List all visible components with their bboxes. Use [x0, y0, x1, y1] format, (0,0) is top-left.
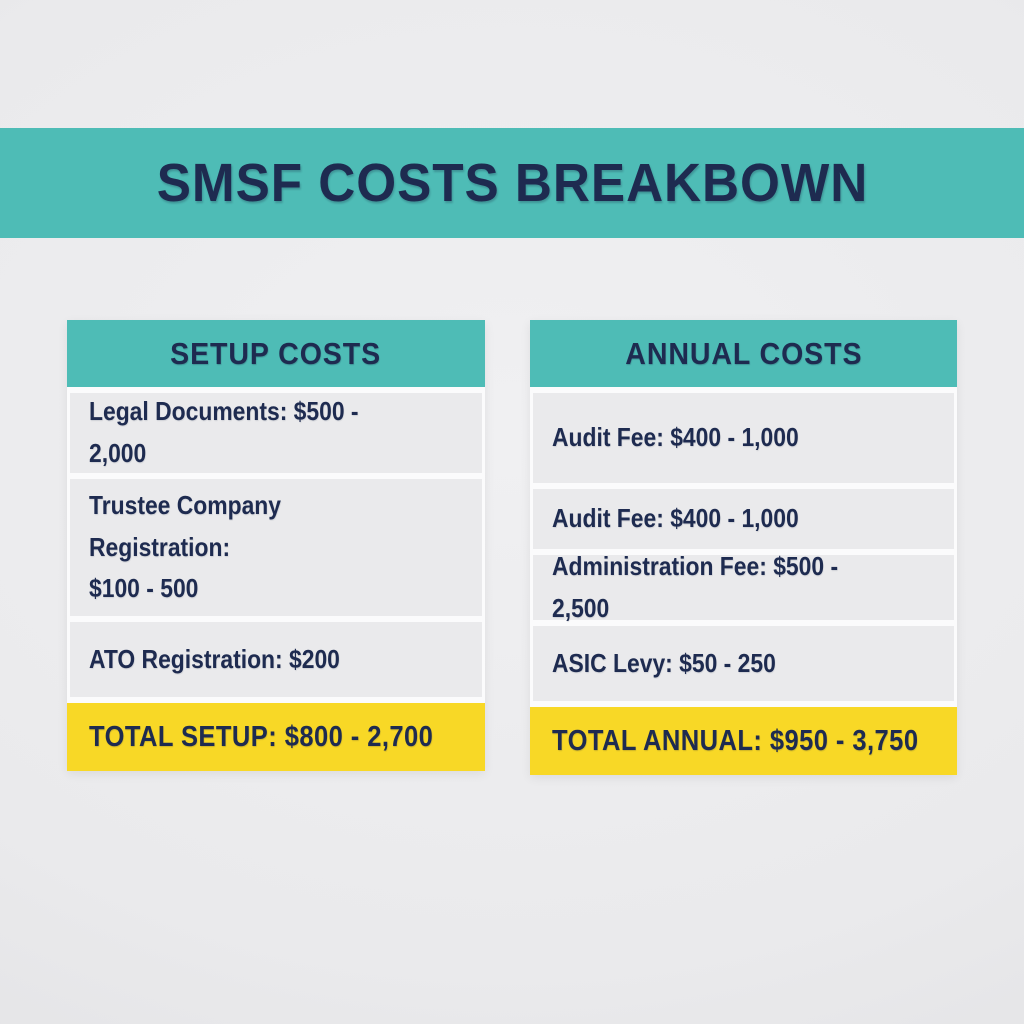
title-banner: SMSF COSTS BREAKBOWN: [0, 128, 1024, 238]
row-ato-registration: ATO Registration: $200: [70, 622, 482, 697]
row-trustee-company-registration: Trustee Company Registration: $100 - 500: [70, 479, 482, 616]
row-administration-fee-text: Administration Fee: $500 - 2,500: [552, 550, 845, 623]
setup-costs-table: SETUP COSTS Legal Documents: $500 - 2,00…: [67, 320, 485, 771]
row-audit-fee-2: Audit Fee: $400 - 1,000: [533, 489, 954, 549]
page-title: SMSF COSTS BREAKBOWN: [156, 153, 868, 213]
setup-costs-header: SETUP COSTS: [67, 320, 485, 387]
setup-costs-header-label: SETUP COSTS: [170, 335, 382, 371]
row-asic-levy: ASIC Levy: $50 - 250: [533, 626, 954, 701]
row-trustee-company-registration-text: Trustee Company Registration: $100 - 500: [89, 490, 281, 604]
total-annual-text: TOTAL ANNUAL: $950 - 3,750: [552, 724, 919, 757]
total-setup-text: TOTAL SETUP: $800 - 2,700: [89, 720, 434, 753]
annual-costs-header-label: ANNUAL COSTS: [624, 335, 863, 371]
row-legal-documents-text: Legal Documents: $500 - 2,000: [89, 396, 372, 468]
total-setup-row: TOTAL SETUP: $800 - 2,700: [67, 703, 485, 771]
row-audit-fee-1: Audit Fee: $400 - 1,000: [533, 393, 954, 483]
row-ato-registration-text: ATO Registration: $200: [89, 643, 340, 674]
row-legal-documents: Legal Documents: $500 - 2,000: [70, 393, 482, 473]
row-audit-fee-1-text: Audit Fee: $400 - 1,000: [552, 422, 799, 453]
row-administration-fee: Administration Fee: $500 - 2,500: [533, 551, 954, 623]
annual-costs-table: ANNUAL COSTS Audit Fee: $400 - 1,000 Aud…: [530, 320, 957, 775]
annual-costs-header: ANNUAL COSTS: [530, 320, 957, 387]
row-asic-levy-text: ASIC Levy: $50 - 250: [552, 647, 776, 678]
total-annual-row: TOTAL ANNUAL: $950 - 3,750: [530, 707, 957, 775]
row-audit-fee-2-text: Audit Fee: $400 - 1,000: [552, 503, 799, 534]
